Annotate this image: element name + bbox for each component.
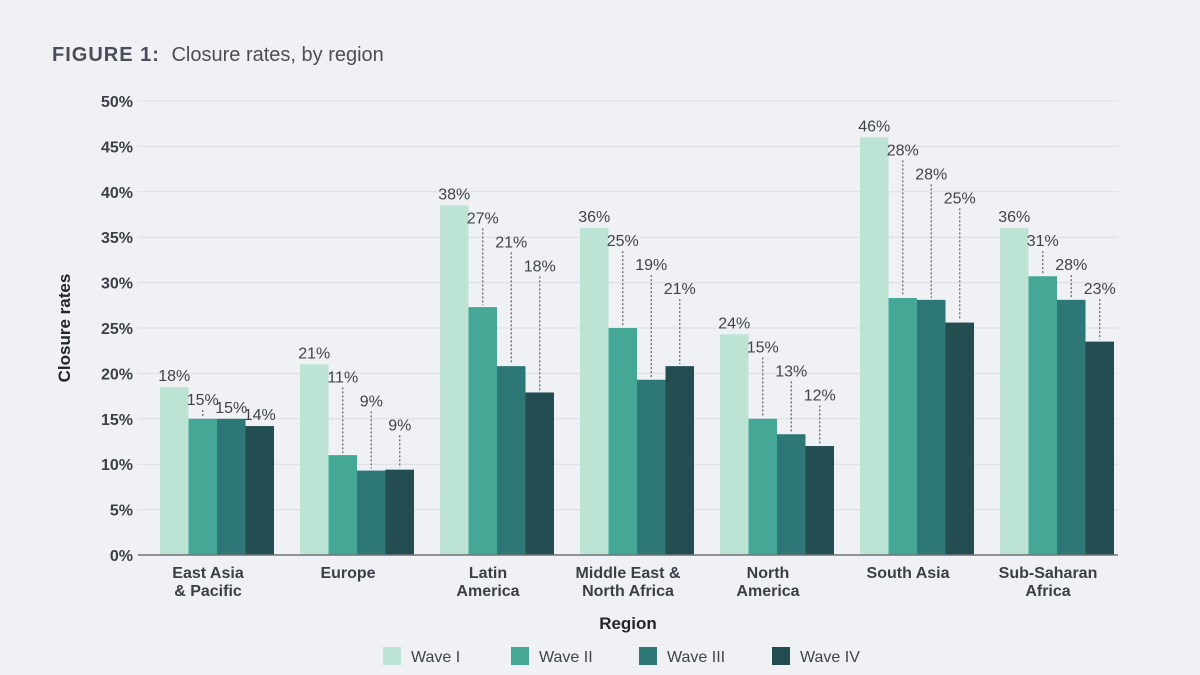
bar [1000, 228, 1029, 555]
legend-label: Wave II [539, 649, 593, 666]
data-label: 15% [187, 392, 219, 409]
y-tick-label: 15% [101, 412, 133, 429]
bar [580, 228, 609, 555]
bar [917, 299, 946, 555]
bar [497, 366, 526, 555]
y-tick-label: 5% [110, 503, 133, 520]
category-label: South Asia [867, 565, 950, 582]
bar [805, 446, 834, 555]
bar [468, 307, 497, 555]
data-label: 9% [360, 393, 383, 410]
category-label: America [456, 583, 519, 600]
data-label: 9% [388, 417, 411, 434]
bar [300, 364, 329, 555]
data-label: 18% [158, 368, 190, 385]
data-label: 15% [747, 339, 779, 356]
bar [328, 455, 357, 555]
bar [440, 205, 469, 556]
data-label: 19% [635, 257, 667, 274]
legend-swatch [383, 647, 401, 665]
data-label: 28% [1055, 257, 1087, 274]
bar [860, 137, 889, 555]
bar [888, 298, 917, 555]
bar [217, 418, 246, 555]
data-label: 13% [775, 363, 807, 380]
data-label: 24% [718, 315, 750, 332]
y-tick-label: 45% [101, 139, 133, 156]
data-label: 28% [915, 166, 947, 183]
category-label: Latin [469, 565, 507, 582]
bar [385, 469, 414, 555]
category-label: & Pacific [174, 583, 242, 600]
data-label: 28% [887, 142, 919, 159]
bar [748, 418, 777, 555]
y-axis-title: Closure rates [55, 274, 74, 383]
data-label: 21% [298, 345, 330, 362]
y-tick-label: 40% [101, 185, 133, 202]
bar-series [160, 137, 1114, 556]
y-tick-label: 30% [101, 276, 133, 293]
data-label: 15% [215, 400, 247, 417]
bar [777, 434, 806, 555]
data-label: 27% [467, 210, 499, 227]
category-label: Africa [1025, 583, 1070, 600]
data-label: 38% [438, 186, 470, 203]
category-label: Europe [320, 565, 375, 582]
bar [608, 328, 637, 555]
category-label: Sub-Saharan [999, 565, 1098, 582]
bar [525, 392, 554, 555]
bar [665, 366, 694, 555]
category-label: North Africa [582, 583, 674, 600]
y-axis-ticks: 0% 5% 10% 15% 20% 25% 30% 35% 40% 45% 50% [101, 94, 133, 565]
data-label: 46% [858, 118, 890, 135]
bar [1085, 341, 1114, 555]
data-label: 25% [607, 233, 639, 250]
y-tick-label: 0% [110, 548, 133, 565]
bar [1057, 299, 1086, 555]
y-tick-label: 20% [101, 366, 133, 383]
data-label: 14% [244, 407, 276, 424]
legend-swatch [772, 647, 790, 665]
legend-label: Wave III [667, 649, 725, 666]
data-label: 11% [327, 369, 358, 386]
y-tick-label: 25% [101, 321, 133, 338]
data-labels: 18%15%15%14%21%11%9%9%38%27%21%18%36%25%… [158, 118, 1116, 469]
y-tick-label: 35% [101, 230, 133, 247]
bar [245, 426, 274, 555]
legend-label: Wave I [411, 649, 460, 666]
category-label: North [747, 565, 790, 582]
chart-title: FIGURE 1: Closure rates, by region [52, 44, 384, 66]
legend-label: Wave IV [800, 649, 860, 666]
data-label: 21% [495, 234, 527, 251]
y-tick-label: 10% [101, 457, 133, 474]
data-label: 36% [998, 209, 1030, 226]
data-label: 23% [1084, 281, 1116, 298]
y-tick-label: 50% [101, 94, 133, 111]
data-label: 12% [804, 387, 836, 404]
chart-title-text: Closure rates, by region [171, 44, 383, 66]
category-label: Middle East & [576, 565, 681, 582]
legend-swatch [639, 647, 657, 665]
x-axis-title: Region [599, 614, 657, 633]
legend: Wave I Wave II Wave III Wave IV [383, 647, 860, 666]
bar [357, 470, 386, 555]
data-label: 25% [944, 190, 976, 207]
data-label: 21% [664, 281, 696, 298]
bar [720, 334, 749, 555]
legend-swatch [511, 647, 529, 665]
bar [637, 379, 666, 555]
bar [188, 418, 217, 555]
data-label: 18% [524, 258, 556, 275]
chart-title-prefix: FIGURE 1: [52, 44, 160, 66]
category-label: America [736, 583, 799, 600]
category-label: East Asia [172, 565, 244, 582]
bar [1028, 276, 1057, 555]
bar [945, 322, 974, 555]
data-label: 36% [578, 209, 610, 226]
data-label: 31% [1027, 233, 1059, 250]
bar [160, 387, 189, 555]
